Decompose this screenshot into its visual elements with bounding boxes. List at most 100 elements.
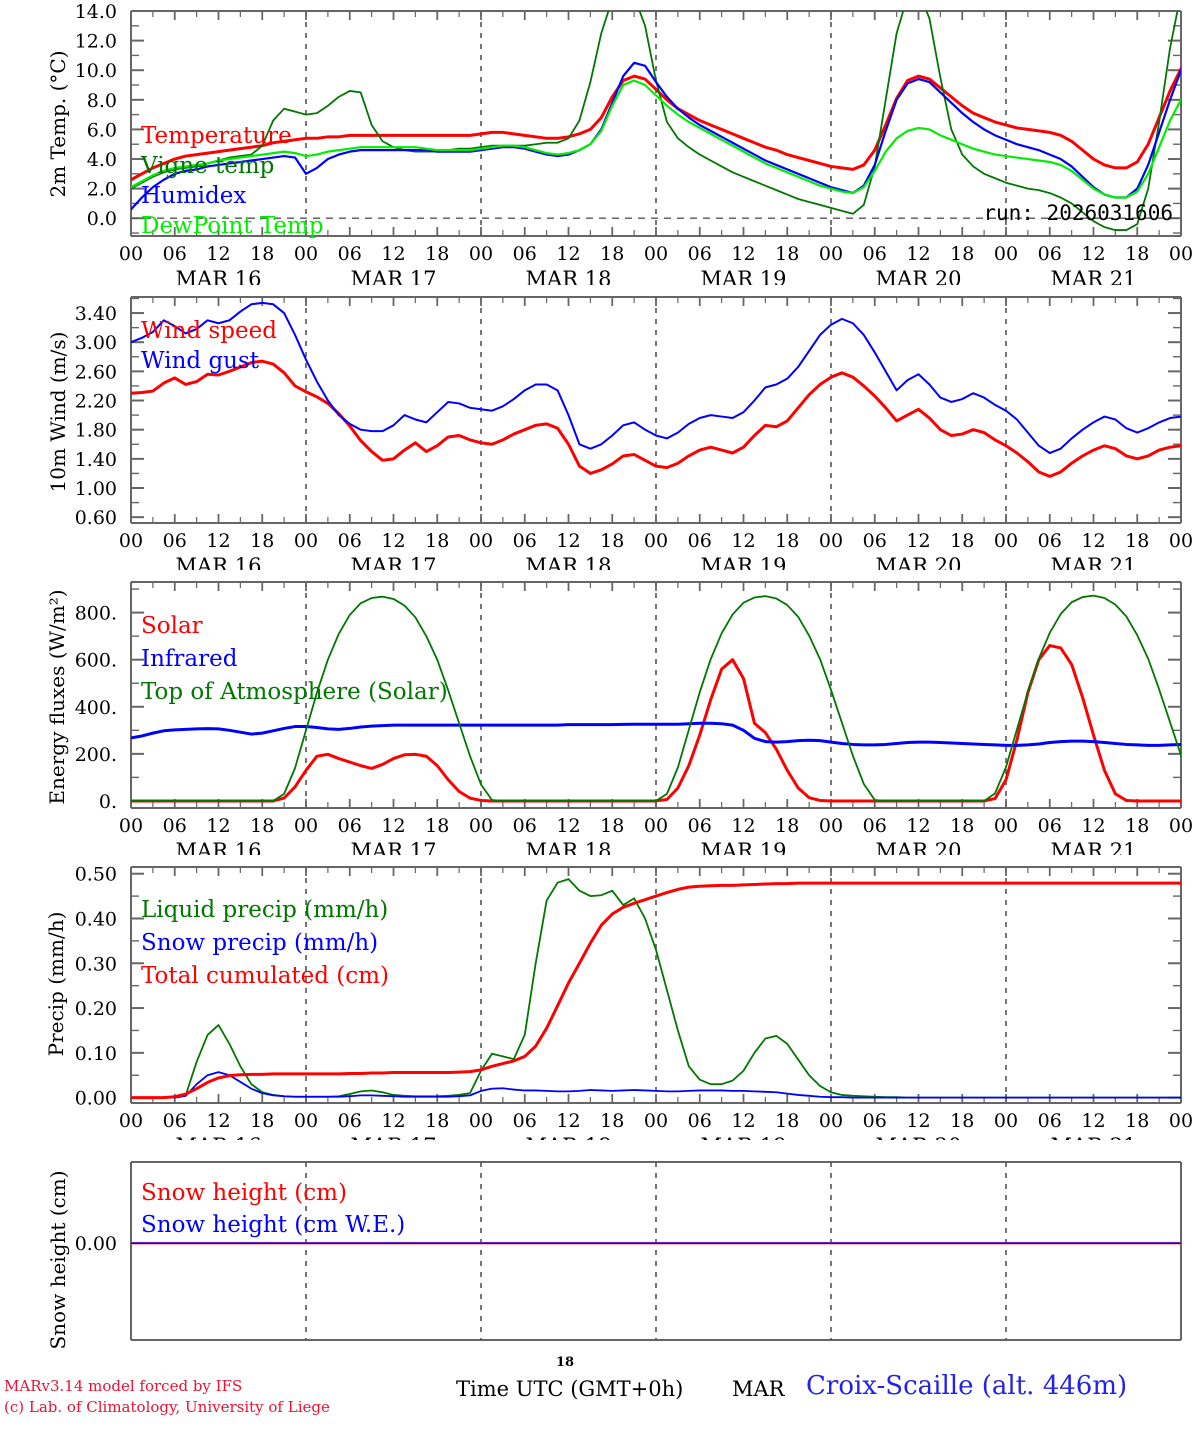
svg-text:18: 18 xyxy=(250,530,274,552)
svg-text:12: 12 xyxy=(206,530,230,552)
svg-text:MAR 18: MAR 18 xyxy=(526,1134,612,1140)
svg-text:12: 12 xyxy=(1081,243,1105,265)
svg-text:06: 06 xyxy=(163,243,187,265)
model-credit: MARv3.14 model forced by IFS (c) Lab. of… xyxy=(4,1376,330,1418)
svg-text:18: 18 xyxy=(425,815,449,837)
svg-text:6.0: 6.0 xyxy=(87,119,117,141)
svg-text:MAR 16: MAR 16 xyxy=(176,554,262,570)
svg-text:12: 12 xyxy=(1081,1110,1105,1132)
svg-text:1.00: 1.00 xyxy=(75,478,117,500)
svg-text:06: 06 xyxy=(688,1110,712,1132)
svg-text:MAR 21: MAR 21 xyxy=(1051,1134,1137,1140)
legend-item-snow-height-cm: Snow height (cm) xyxy=(141,1180,347,1206)
svg-text:00: 00 xyxy=(994,530,1018,552)
svg-text:0.60: 0.60 xyxy=(75,507,117,529)
legend-item-infrared: Infrared xyxy=(141,646,238,672)
svg-text:00: 00 xyxy=(644,243,668,265)
svg-text:4.0: 4.0 xyxy=(87,149,117,171)
svg-text:0.10: 0.10 xyxy=(75,1043,117,1065)
svg-text:00: 00 xyxy=(469,243,493,265)
model-credit-line2: (c) Lab. of Climatology, University of L… xyxy=(4,1398,330,1416)
svg-text:06: 06 xyxy=(338,1110,362,1132)
svg-text:18: 18 xyxy=(425,243,449,265)
svg-text:06: 06 xyxy=(163,1110,187,1132)
svg-text:06: 06 xyxy=(863,530,887,552)
svg-text:18: 18 xyxy=(600,1110,624,1132)
svg-text:12: 12 xyxy=(206,1110,230,1132)
svg-text:2.0: 2.0 xyxy=(87,179,117,201)
svg-text:12: 12 xyxy=(381,1110,405,1132)
svg-text:18: 18 xyxy=(425,1110,449,1132)
legend-item-dewpoint-temp: DewPoint Temp xyxy=(141,213,324,239)
svg-text:00: 00 xyxy=(119,1110,143,1132)
svg-text:MAR 19: MAR 19 xyxy=(701,267,787,285)
svg-text:00: 00 xyxy=(1169,530,1193,552)
legend-item-temperature: Temperature xyxy=(141,123,292,149)
svg-text:00: 00 xyxy=(119,530,143,552)
legend-item-top-of-atmosphere-solar: Top of Atmosphere (Solar) xyxy=(141,679,448,705)
svg-text:MAR 19: MAR 19 xyxy=(701,554,787,570)
svg-text:2.60: 2.60 xyxy=(75,361,117,383)
svg-text:06: 06 xyxy=(338,243,362,265)
axis-title-precip: Precip (mm/h) xyxy=(44,911,68,1057)
svg-text:0.: 0. xyxy=(99,791,117,813)
svg-text:00: 00 xyxy=(469,815,493,837)
series-wind-gust xyxy=(131,301,1181,455)
svg-text:1.80: 1.80 xyxy=(75,420,117,442)
station-label: Croix-Scaille (alt. 446m) xyxy=(806,1371,1128,1401)
svg-text:18: 18 xyxy=(1125,530,1149,552)
svg-text:0.00: 0.00 xyxy=(75,1088,117,1110)
svg-text:0.40: 0.40 xyxy=(75,908,117,930)
svg-text:18: 18 xyxy=(775,530,799,552)
xaxis-superscript-text: 18 xyxy=(556,1355,575,1370)
svg-text:MAR 16: MAR 16 xyxy=(176,267,262,285)
svg-text:00: 00 xyxy=(819,530,843,552)
svg-text:00: 00 xyxy=(469,1110,493,1132)
svg-text:18: 18 xyxy=(950,1110,974,1132)
svg-text:18: 18 xyxy=(950,815,974,837)
svg-text:12: 12 xyxy=(906,1110,930,1132)
svg-text:06: 06 xyxy=(688,815,712,837)
series-humidex xyxy=(131,61,1181,211)
svg-text:12: 12 xyxy=(206,243,230,265)
svg-text:18: 18 xyxy=(600,530,624,552)
svg-text:12: 12 xyxy=(731,530,755,552)
legend-item-snow-height-cm-w-e: Snow height (cm W.E.) xyxy=(141,1212,405,1238)
svg-text:12: 12 xyxy=(731,1110,755,1132)
svg-text:12: 12 xyxy=(556,815,580,837)
svg-text:0.00: 0.00 xyxy=(75,1233,117,1255)
legend-item-wind-speed: Wind speed xyxy=(141,318,277,344)
legend-item-snow-precip-mm-h: Snow precip (mm/h) xyxy=(141,930,378,956)
svg-text:06: 06 xyxy=(513,1110,537,1132)
svg-text:1.40: 1.40 xyxy=(75,449,117,471)
series-solar xyxy=(131,644,1181,803)
svg-text:00: 00 xyxy=(119,243,143,265)
svg-text:00: 00 xyxy=(994,1110,1018,1132)
svg-text:12: 12 xyxy=(1081,530,1105,552)
svg-text:800.: 800. xyxy=(75,603,117,625)
svg-text:12: 12 xyxy=(381,815,405,837)
svg-text:MAR 16: MAR 16 xyxy=(176,839,262,855)
wind-panel: 00 06 12 18 00 06 12 18 00 06 12 18 00 06 12 18 00 06 12 18… xyxy=(0,285,1194,570)
legend-item-solar: Solar xyxy=(141,613,203,639)
svg-text:00: 00 xyxy=(1169,815,1193,837)
axis-title-snow-height: Snow height (cm) xyxy=(46,1170,70,1350)
series-temperature xyxy=(131,66,1181,182)
svg-text:MAR 18: MAR 18 xyxy=(526,554,612,570)
legend-item-humidex: Humidex xyxy=(141,183,246,209)
svg-text:12: 12 xyxy=(1081,815,1105,837)
series-vigne-temp xyxy=(131,11,1179,231)
svg-text:18: 18 xyxy=(1125,1110,1149,1132)
svg-text:MAR 19: MAR 19 xyxy=(701,839,787,855)
svg-text:MAR 17: MAR 17 xyxy=(351,1134,437,1140)
series-infrared xyxy=(131,721,1181,747)
energy-fluxes-panel: 00 06 12 18 00 06 12 18 00 06 12 18 00 06 12 18 00 06 12 18… xyxy=(0,570,1194,855)
svg-text:0.20: 0.20 xyxy=(75,998,117,1020)
svg-text:00: 00 xyxy=(994,243,1018,265)
svg-text:8.0: 8.0 xyxy=(87,90,117,112)
svg-text:00: 00 xyxy=(819,815,843,837)
series-snow-precip-mm-h xyxy=(131,1071,1181,1099)
svg-text:18: 18 xyxy=(600,243,624,265)
svg-text:00: 00 xyxy=(294,1110,318,1132)
svg-text:06: 06 xyxy=(863,1110,887,1132)
